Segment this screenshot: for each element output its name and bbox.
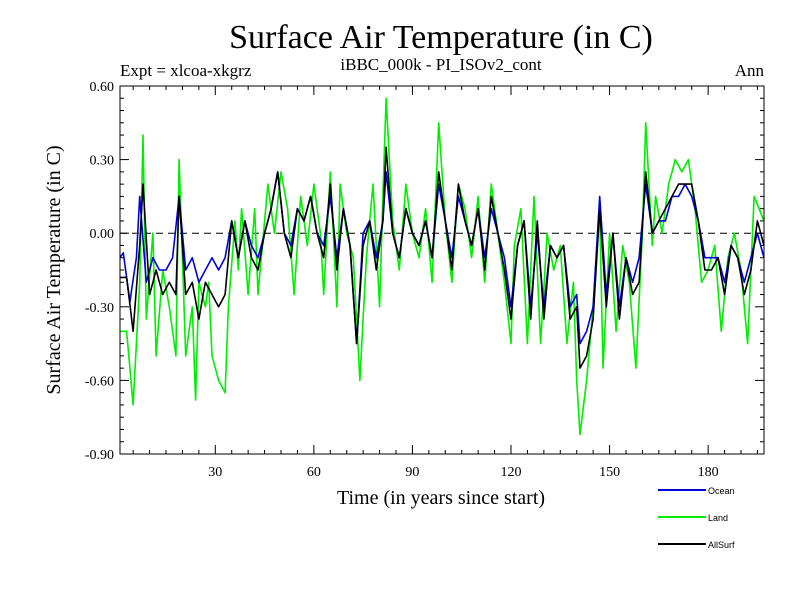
experiment-label: Expt = xlcoa-xkgrz xyxy=(120,61,252,80)
legend-label-allsurf: AllSurf xyxy=(708,540,735,550)
y-tick-label: -0.60 xyxy=(85,374,114,389)
x-tick-label: 120 xyxy=(501,465,522,480)
series-line-land xyxy=(120,97,765,436)
y-tick-label: 0.00 xyxy=(90,227,115,242)
y-tick-label: -0.30 xyxy=(85,301,114,316)
series-line-allsurf xyxy=(120,146,765,369)
y-tick-label: 0.60 xyxy=(90,80,115,95)
x-axis-label: Time (in years since start) xyxy=(337,487,545,509)
y-axis-label: Surface Air Temperature (in C) xyxy=(43,145,65,394)
x-tick-label: 30 xyxy=(208,465,222,480)
plot-area xyxy=(119,85,765,455)
legend-label-ocean: Ocean xyxy=(708,486,735,496)
x-tick-label: 180 xyxy=(698,465,719,480)
y-tick-label: 0.30 xyxy=(90,154,115,169)
x-tick-label: 90 xyxy=(405,465,419,480)
plot-frame xyxy=(119,85,765,455)
x-tick-label: 150 xyxy=(599,465,620,480)
y-tick-label: -0.90 xyxy=(85,448,114,463)
legend-label-land: Land xyxy=(708,513,728,523)
comparison-label: iBBC_000k - PI_ISOv2_cont xyxy=(340,55,541,74)
legend: Ocean Land AllSurf xyxy=(658,486,735,550)
chart-title: Surface Air Temperature (in C) xyxy=(229,19,653,56)
x-tick-label: 60 xyxy=(307,465,321,480)
period-label: Ann xyxy=(735,61,765,80)
